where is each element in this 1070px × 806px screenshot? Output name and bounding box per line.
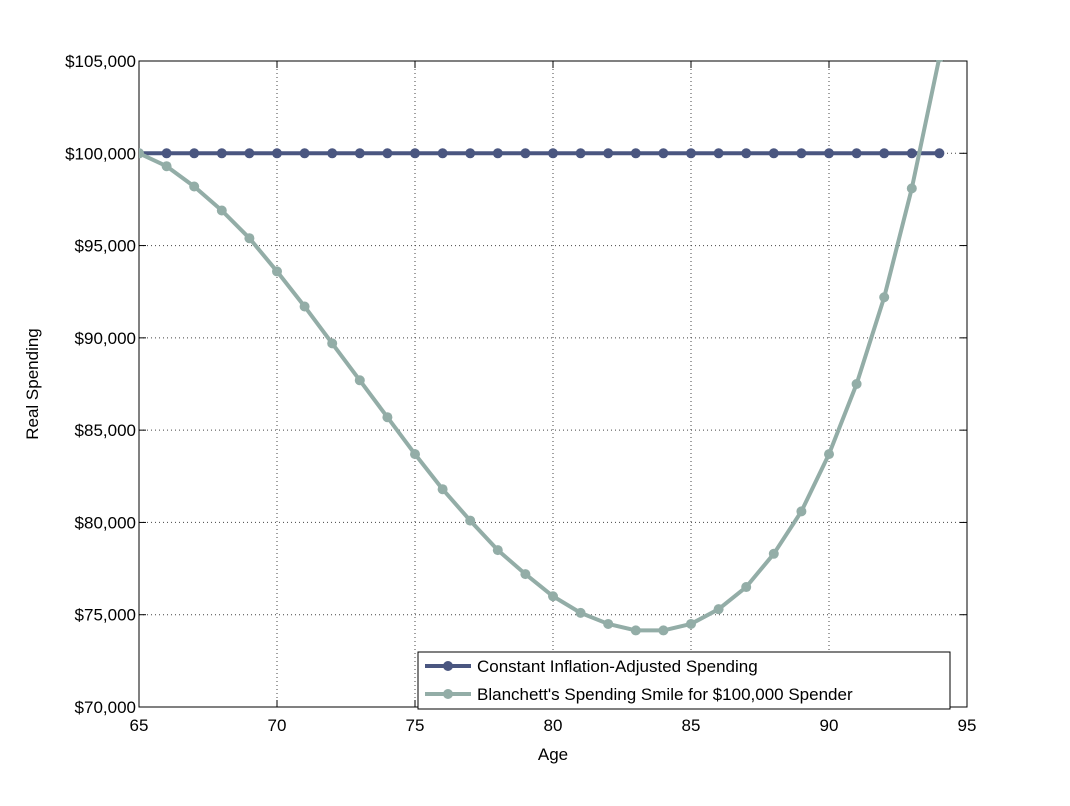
- x-tick-label: 85: [682, 716, 701, 735]
- y-tick-label: $80,000: [75, 513, 136, 532]
- data-point: [437, 148, 448, 159]
- x-tick-label: 75: [406, 716, 425, 735]
- data-point: [216, 205, 227, 216]
- axis-ticks: [138, 60, 968, 708]
- x-tick-label: 90: [820, 716, 839, 735]
- data-point: [741, 148, 752, 159]
- data-point: [713, 148, 724, 159]
- data-point: [465, 148, 476, 159]
- y-tick-label: $100,000: [65, 144, 136, 163]
- series-line: [139, 60, 941, 633]
- data-point: [216, 148, 227, 159]
- series-layer: [139, 60, 945, 636]
- data-point: [189, 181, 200, 192]
- data-point: [548, 591, 558, 602]
- data-point: [658, 148, 669, 159]
- data-point: [161, 161, 172, 172]
- data-point: [244, 148, 255, 159]
- legend-entry-smile: Blanchett's Spending Smile for $100,000 …: [425, 685, 853, 704]
- data-point: [520, 569, 531, 580]
- data-point: [548, 148, 558, 159]
- y-tick-label: $90,000: [75, 329, 136, 348]
- data-point: [768, 548, 779, 559]
- y-tick-label: $85,000: [75, 421, 136, 440]
- data-point: [354, 148, 365, 159]
- data-point: [575, 148, 586, 159]
- y-tick-label: $95,000: [75, 237, 136, 256]
- data-point: [741, 582, 752, 593]
- legend-label-smile: Blanchett's Spending Smile for $100,000 …: [477, 685, 853, 704]
- x-tick-label: 95: [958, 716, 977, 735]
- legend: Constant Inflation-Adjusted Spending Bla…: [417, 651, 951, 710]
- legend-marker-smile: [443, 689, 453, 699]
- data-point: [906, 148, 917, 159]
- data-point: [327, 148, 338, 159]
- data-point: [354, 375, 365, 386]
- data-point: [161, 148, 172, 159]
- data-point: [382, 148, 393, 159]
- y-tick-label: $105,000: [65, 52, 136, 71]
- data-point: [851, 379, 862, 389]
- data-point: [935, 60, 944, 63]
- legend-entry-constant: Constant Inflation-Adjusted Spending: [425, 657, 758, 676]
- data-point: [713, 604, 724, 615]
- data-point: [658, 625, 669, 636]
- data-point: [437, 484, 448, 495]
- data-point: [630, 148, 641, 159]
- data-point: [768, 148, 779, 159]
- data-point: [630, 625, 641, 636]
- data-point: [492, 148, 503, 159]
- y-axis-tick-labels: $70,000 $75,000 $80,000 $85,000 $90,000 $95,0…: [65, 52, 136, 717]
- data-point: [796, 148, 807, 159]
- data-point: [603, 148, 614, 159]
- data-point: [492, 545, 503, 556]
- x-tick-label: 65: [130, 716, 149, 735]
- data-point: [879, 148, 890, 159]
- data-point: [934, 148, 945, 159]
- data-point: [520, 148, 531, 159]
- data-point: [686, 148, 696, 159]
- data-point: [410, 148, 420, 159]
- data-point: [139, 148, 144, 159]
- x-axis-tick-labels: 65 70 75 80 85 90 95: [130, 716, 977, 735]
- data-point: [879, 292, 890, 303]
- y-axis-title: Real Spending: [23, 328, 42, 440]
- data-point: [906, 183, 917, 194]
- data-point: [272, 266, 282, 277]
- legend-label-constant: Constant Inflation-Adjusted Spending: [477, 657, 758, 676]
- x-axis-title: Age: [538, 745, 568, 764]
- data-point: [382, 412, 393, 423]
- data-point: [796, 506, 807, 517]
- y-tick-label: $70,000: [75, 698, 136, 717]
- x-tick-label: 80: [544, 716, 563, 735]
- legend-box: [417, 651, 951, 710]
- data-point: [824, 148, 834, 159]
- series-1: [139, 60, 944, 636]
- data-point: [244, 233, 255, 244]
- data-point: [603, 618, 614, 629]
- series-0: [139, 148, 945, 159]
- data-point: [465, 515, 476, 526]
- data-point: [299, 148, 310, 159]
- data-point: [575, 607, 586, 618]
- x-tick-label: 70: [268, 716, 287, 735]
- data-point: [272, 148, 282, 159]
- legend-marker-constant: [443, 661, 453, 671]
- data-point: [851, 148, 862, 159]
- data-point: [299, 301, 310, 312]
- data-point: [189, 148, 200, 159]
- data-point: [327, 338, 338, 349]
- data-point: [824, 449, 834, 460]
- y-tick-label: $75,000: [75, 606, 136, 625]
- data-point: [686, 618, 696, 629]
- data-point: [410, 449, 420, 460]
